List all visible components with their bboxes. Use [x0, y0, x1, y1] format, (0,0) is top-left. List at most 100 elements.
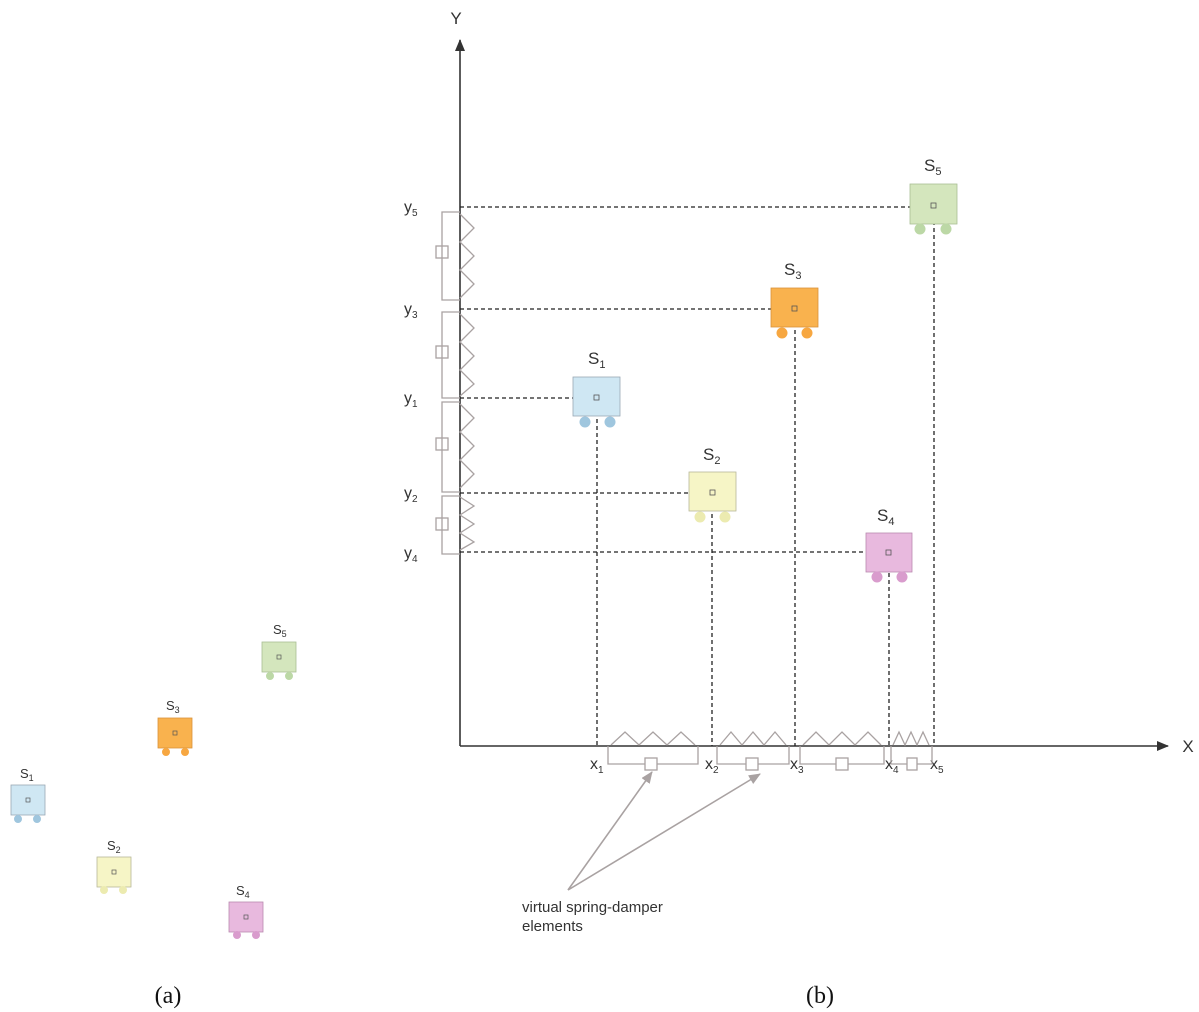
- y-tick-y2: y2: [404, 485, 418, 505]
- robot-s2-b: S2: [688, 445, 737, 523]
- y-tick-y4: y4: [404, 545, 418, 565]
- x-tick-x5: x5: [930, 756, 944, 776]
- panel-b: Y X y5 y3 y1 y2 y4 x1 x2 x3 x4 x5: [404, 9, 1194, 1009]
- robot-s1-a-center: [25, 797, 31, 803]
- robot-s3-a-center: [172, 730, 178, 736]
- robot-s3-b-center: [791, 305, 798, 312]
- caption-b: (b): [806, 983, 834, 1009]
- robot-s2-b-wheel-right: [719, 511, 731, 523]
- damper-frame-y2-y4: [441, 495, 460, 555]
- annotation-arrow-2: [567, 773, 761, 891]
- robot-s4-a-center: [243, 914, 249, 920]
- spring-x4-x5: [892, 730, 930, 747]
- robot-s4-a-label: S4: [236, 883, 250, 900]
- robot-s5-a: S5: [261, 622, 297, 680]
- robot-s5-a-wheel-right: [285, 672, 293, 680]
- robot-s1-a-body: [10, 784, 46, 816]
- robot-s1-a: S1: [10, 766, 46, 823]
- spring-damper-x4-x5: [890, 730, 933, 771]
- x-axis-label: X: [1182, 737, 1193, 756]
- spring-x3-x4: [802, 731, 882, 746]
- robot-s3-a-label: S3: [166, 698, 180, 715]
- robot-s1-b-center: [593, 394, 600, 401]
- annotation-arrows: [567, 771, 761, 891]
- robot-s5-a-label: S5: [273, 622, 287, 639]
- y-tick-y5: y5: [404, 199, 418, 219]
- robot-s2-a-body: [96, 856, 132, 888]
- spring-damper-x3-x4: [799, 731, 885, 771]
- spring-y1-y2: [459, 403, 475, 489]
- annotation-line-2: elements: [522, 918, 583, 935]
- x-spring-damper-chain: [607, 730, 933, 771]
- robot-s2-a-center: [111, 869, 117, 875]
- y-spring-damper-chain: [435, 211, 476, 555]
- robot-s2-a-label: S2: [107, 838, 121, 855]
- robot-s2-a: S2: [96, 838, 132, 894]
- robot-s1-a-wheel-left: [14, 815, 22, 823]
- robot-s3-b: S3: [770, 260, 819, 339]
- robot-s5-a-wheel-left: [266, 672, 274, 680]
- robot-s2-a-wheel-right: [119, 886, 127, 894]
- y-tick-y3: y3: [404, 301, 418, 321]
- robot-s1-b: S1: [572, 349, 621, 428]
- robot-s1-b-wheel-right: [604, 416, 616, 428]
- y-tick-y1: y1: [404, 390, 418, 410]
- panel-a: S1 S2 S3 S4 S5: [10, 622, 297, 1009]
- damper-x3-x4: [835, 757, 849, 771]
- robot-s5-b-body: [909, 183, 958, 225]
- robot-s4-b-wheel-right: [896, 571, 908, 583]
- spring-damper-y1-y2: [435, 401, 475, 493]
- robot-s2-a-wheel-left: [100, 886, 108, 894]
- robot-s5-a-body: [261, 641, 297, 673]
- caption-a: (a): [155, 983, 182, 1009]
- robot-s4-a-body: [228, 901, 264, 933]
- robot-s4-b: S4: [865, 506, 913, 583]
- spring-damper-x2-x3: [716, 730, 790, 771]
- spring-x1-x2: [610, 731, 696, 746]
- spring-damper-y5-y3: [435, 211, 475, 301]
- robot-s1-b-wheel-left: [579, 416, 591, 428]
- spring-y3-y1: [459, 313, 475, 397]
- robot-s3-b-body: [770, 287, 819, 328]
- robot-s1-a-label: S1: [20, 766, 34, 783]
- damper-y2-y4: [435, 517, 449, 531]
- x-tick-x1: x1: [590, 756, 604, 776]
- damper-frame-y5-y3: [441, 211, 460, 301]
- robot-s4-a-wheel-left: [233, 931, 241, 939]
- robot-s4-a-wheel-right: [252, 931, 260, 939]
- robot-s2-b-body: [688, 471, 737, 512]
- robot-s5-b: S5: [909, 156, 958, 235]
- spring-damper-x1-x2: [607, 731, 699, 771]
- robot-s5-b-label: S5: [924, 156, 941, 178]
- damper-frame-y3-y1: [441, 311, 460, 399]
- robot-s5-a-center: [276, 654, 282, 660]
- robot-s3-b-wheel-left: [776, 327, 788, 339]
- robot-s5-b-center: [930, 202, 937, 209]
- x-tick-x4: x4: [885, 756, 899, 776]
- robot-s4-b-wheel-left: [871, 571, 883, 583]
- x-tick-x3: x3: [790, 756, 804, 776]
- damper-x2-x3: [745, 757, 759, 771]
- robot-s3-a: S3: [157, 698, 193, 756]
- robot-s2-b-label: S2: [703, 445, 720, 467]
- spring-damper-y2-y4: [435, 495, 476, 555]
- robot-s3-a-wheel-left: [162, 748, 170, 756]
- x-tick-x2: x2: [705, 756, 719, 776]
- robot-s1-b-body: [572, 376, 621, 417]
- damper-y3-y1: [435, 345, 449, 359]
- robot-s2-b-wheel-left: [694, 511, 706, 523]
- spring-damper-y3-y1: [435, 311, 475, 399]
- robot-s4-a: S4: [228, 883, 264, 939]
- annotation-arrow-1: [567, 771, 653, 891]
- robot-s4-b-body: [865, 532, 913, 573]
- y-axis-label: Y: [450, 9, 461, 28]
- damper-frame-y1-y2: [441, 401, 460, 493]
- robot-s1-a-wheel-right: [33, 815, 41, 823]
- robot-s4-b-label: S4: [877, 506, 894, 528]
- damper-y1-y2: [435, 437, 449, 451]
- spring-x2-x3: [719, 730, 787, 747]
- robot-s3-b-wheel-right: [801, 327, 813, 339]
- robot-s5-b-wheel-left: [914, 223, 926, 235]
- robot-s5-b-wheel-right: [940, 223, 952, 235]
